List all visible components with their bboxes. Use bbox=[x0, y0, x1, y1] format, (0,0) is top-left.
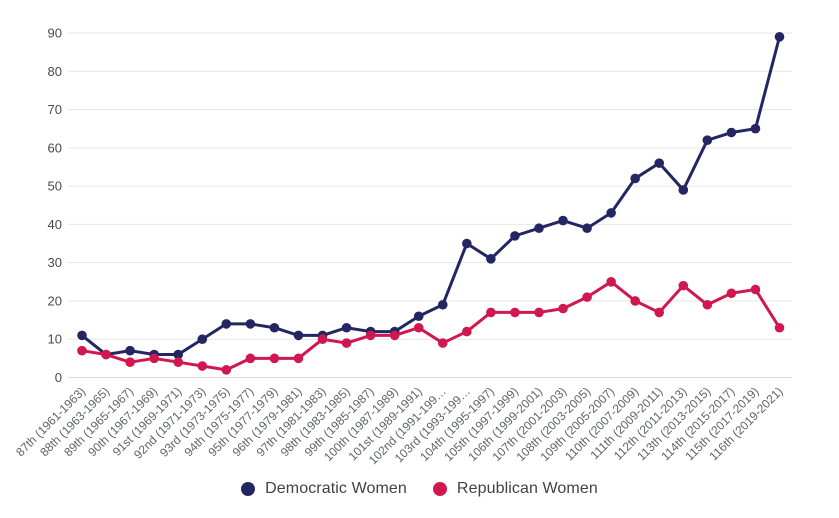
y-tick-label: 80 bbox=[48, 64, 62, 79]
data-point-republican-women-9[interactable] bbox=[293, 353, 304, 364]
y-tick-label: 30 bbox=[48, 255, 62, 270]
y-tick-label: 10 bbox=[48, 332, 62, 347]
chart-legend: Democratic Women Republican Women bbox=[0, 464, 839, 514]
data-point-republican-women-21[interactable] bbox=[582, 292, 592, 302]
data-point-democratic-women-21[interactable] bbox=[582, 223, 592, 234]
y-tick-label: 60 bbox=[48, 140, 62, 155]
data-point-republican-women-28[interactable] bbox=[750, 284, 761, 295]
data-point-democratic-women-18[interactable] bbox=[510, 231, 520, 241]
data-point-republican-women-27[interactable] bbox=[726, 288, 737, 299]
data-point-democratic-women-26[interactable] bbox=[702, 135, 713, 145]
data-point-democratic-women-15[interactable] bbox=[437, 299, 448, 310]
data-point-republican-women-5[interactable] bbox=[197, 361, 208, 371]
legend-label-democratic-women: Democratic Women bbox=[265, 480, 407, 497]
data-point-democratic-women-5[interactable] bbox=[197, 334, 208, 345]
data-point-democratic-women-20[interactable] bbox=[558, 215, 568, 226]
data-point-republican-women-2[interactable] bbox=[125, 357, 135, 367]
data-point-democratic-women-27[interactable] bbox=[726, 127, 737, 138]
data-point-republican-women-24[interactable] bbox=[654, 307, 665, 318]
data-point-republican-women-7[interactable] bbox=[245, 353, 256, 364]
data-point-republican-women-12[interactable] bbox=[365, 330, 376, 341]
data-point-democratic-women-4[interactable] bbox=[173, 349, 184, 360]
data-point-republican-women-1[interactable] bbox=[101, 349, 111, 360]
data-point-democratic-women-16[interactable] bbox=[462, 238, 472, 249]
data-point-republican-women-17[interactable] bbox=[486, 307, 496, 318]
data-point-republican-women-29[interactable] bbox=[774, 322, 785, 333]
data-point-republican-women-20[interactable] bbox=[558, 303, 568, 314]
data-point-republican-women-0[interactable] bbox=[77, 345, 87, 356]
data-point-republican-women-14[interactable] bbox=[413, 322, 424, 333]
democratic-series-dot-icon bbox=[241, 482, 256, 496]
data-point-republican-women-11[interactable] bbox=[341, 338, 352, 348]
data-point-democratic-women-7[interactable] bbox=[245, 319, 256, 329]
data-point-democratic-women-29[interactable] bbox=[774, 32, 785, 42]
data-point-republican-women-18[interactable] bbox=[510, 307, 520, 318]
y-tick-label: 70 bbox=[48, 102, 62, 117]
data-point-republican-women-15[interactable] bbox=[437, 338, 448, 348]
series-line-democratic-women bbox=[80, 35, 781, 357]
legend-label-republican-women: Republican Women bbox=[456, 480, 598, 497]
data-point-republican-women-10[interactable] bbox=[317, 334, 328, 345]
data-point-democratic-women-11[interactable] bbox=[341, 322, 352, 333]
data-point-republican-women-6[interactable] bbox=[221, 365, 232, 375]
data-point-republican-women-25[interactable] bbox=[678, 280, 689, 291]
data-point-democratic-women-22[interactable] bbox=[606, 208, 616, 218]
data-point-republican-women-26[interactable] bbox=[702, 299, 713, 310]
data-point-republican-women-16[interactable] bbox=[462, 326, 472, 337]
legend-item-democratic-women[interactable]: Democratic Women bbox=[241, 480, 407, 498]
data-point-democratic-women-2[interactable] bbox=[125, 345, 135, 356]
legend-item-republican-women[interactable]: Republican Women bbox=[432, 480, 598, 498]
data-point-democratic-women-24[interactable] bbox=[654, 158, 665, 168]
y-tick-label: 0 bbox=[55, 370, 62, 385]
data-point-republican-women-22[interactable] bbox=[606, 277, 616, 287]
republican-series-dot-icon bbox=[432, 482, 447, 496]
data-point-republican-women-3[interactable] bbox=[149, 353, 159, 364]
data-point-republican-women-23[interactable] bbox=[630, 296, 640, 306]
data-point-democratic-women-17[interactable] bbox=[486, 254, 496, 264]
data-point-democratic-women-19[interactable] bbox=[534, 223, 544, 234]
data-point-democratic-women-25[interactable] bbox=[678, 185, 689, 195]
data-point-democratic-women-14[interactable] bbox=[413, 311, 424, 322]
data-point-democratic-women-0[interactable] bbox=[77, 330, 87, 341]
series-line-republican-women bbox=[80, 280, 781, 372]
data-point-republican-women-8[interactable] bbox=[269, 353, 280, 364]
data-point-democratic-women-6[interactable] bbox=[221, 319, 232, 329]
y-tick-label: 40 bbox=[48, 217, 62, 232]
y-tick-label: 90 bbox=[48, 26, 62, 41]
data-point-democratic-women-28[interactable] bbox=[750, 123, 761, 134]
data-point-democratic-women-8[interactable] bbox=[269, 322, 280, 333]
data-point-democratic-women-23[interactable] bbox=[630, 173, 640, 184]
data-point-democratic-women-9[interactable] bbox=[293, 330, 304, 341]
y-tick-label: 20 bbox=[48, 293, 62, 308]
data-point-republican-women-19[interactable] bbox=[534, 307, 544, 318]
data-point-republican-women-4[interactable] bbox=[173, 357, 184, 367]
data-point-republican-women-13[interactable] bbox=[389, 330, 400, 341]
y-tick-label: 50 bbox=[48, 179, 62, 194]
